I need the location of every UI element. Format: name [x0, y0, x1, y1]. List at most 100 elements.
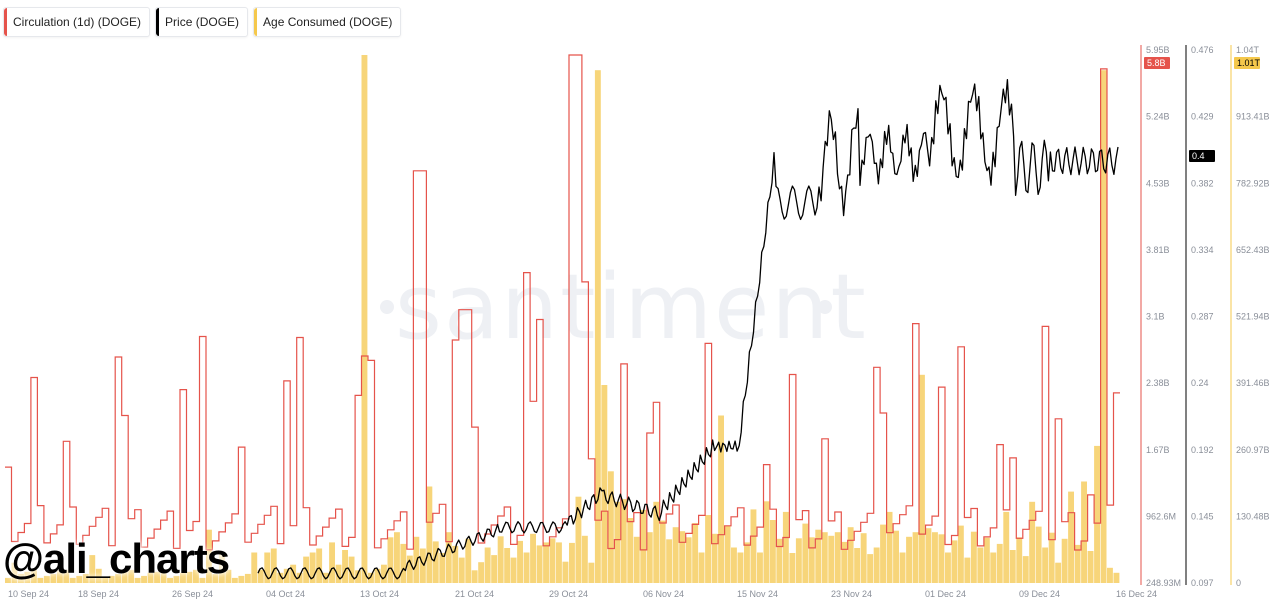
age-consumed-bar [141, 575, 147, 583]
age-consumed-bar [439, 553, 446, 583]
age-consumed-bar [718, 415, 724, 583]
age-consumed-bar [750, 509, 757, 583]
age-consumed-bars [5, 55, 1120, 583]
age-consumed-bar [445, 532, 452, 583]
legend-swatch-circulation [4, 8, 7, 36]
age-consumed-bar [899, 552, 906, 583]
age-consumed-bar [50, 573, 57, 583]
x-tick-label: 18 Sep 24 [78, 589, 119, 599]
age-consumed-bar [744, 542, 750, 583]
age-consumed-bar [834, 532, 841, 583]
watermark: santiment [395, 255, 868, 360]
age-consumed-bar [478, 562, 485, 583]
age-consumed-bar [348, 556, 355, 583]
age-consumed-bar [134, 577, 141, 583]
age-consumed-bar [653, 501, 660, 583]
age-consumed-bar [646, 532, 653, 583]
age-consumed-bar [277, 572, 284, 583]
age-consumed-bar [484, 547, 491, 583]
axis-badge-circulation: 5.8B [1144, 57, 1170, 69]
badge-text: 0.4 [1192, 151, 1205, 161]
price-line [257, 78, 1119, 580]
age-consumed-bar [264, 552, 271, 583]
age-consumed-bar [394, 532, 400, 583]
axis-tick-price: 0.429 [1191, 112, 1214, 122]
age-consumed-bar [82, 573, 89, 583]
age-consumed-bar [193, 569, 199, 583]
axis-tick-circulation: 5.95B [1146, 45, 1170, 55]
age-consumed-bar [530, 533, 536, 583]
age-consumed-bar [1009, 550, 1016, 583]
age-consumed-bar [983, 537, 990, 583]
age-consumed-bar [270, 548, 277, 583]
age-consumed-bar [244, 573, 251, 583]
badge-bg [1144, 57, 1170, 69]
age-consumed-bar [1081, 481, 1087, 583]
age-consumed-bar [633, 536, 640, 583]
age-consumed-bar [569, 542, 575, 583]
age-consumed-bar [497, 536, 504, 583]
axis-badge-price: 0.4 [1189, 150, 1215, 162]
age-consumed-bar [238, 575, 245, 583]
axis-tick-age-consumed: 652.43B [1236, 245, 1270, 255]
badge-text: 5.8B [1147, 58, 1166, 68]
age-consumed-bar [1094, 445, 1100, 583]
age-consumed-bar [594, 70, 601, 583]
legend-item-price[interactable]: Price (DOGE) [155, 7, 249, 37]
axis-tick-age-consumed: 260.97B [1236, 445, 1270, 455]
age-consumed-bar [692, 523, 699, 583]
axis-tick-price: 0.382 [1191, 178, 1214, 188]
age-consumed-bar [1074, 544, 1081, 583]
x-tick-label: 15 Nov 24 [737, 589, 778, 599]
age-consumed-bar [666, 539, 673, 583]
age-consumed-bar [964, 557, 971, 583]
age-consumed-bar [1061, 538, 1068, 583]
x-tick-label: 10 Sep 24 [8, 589, 49, 599]
age-consumed-bar [763, 501, 770, 583]
axis-tick-circulation: 2.38B [1146, 378, 1170, 388]
age-consumed-bar [698, 552, 705, 583]
age-consumed-bar [89, 555, 96, 583]
age-consumed-bar [1087, 551, 1094, 583]
axis-tick-price: 0.097 [1191, 578, 1214, 588]
age-consumed-bar [283, 568, 290, 583]
legend-item-circulation[interactable]: Circulation (1d) (DOGE) [3, 7, 151, 37]
age-consumed-bar [355, 570, 361, 583]
axis-tick-price: 0.145 [1191, 511, 1214, 521]
x-tick-label: 23 Nov 24 [831, 589, 872, 599]
axes: 5.95B 5.24B 4.53B 3.81B 3.1B 2.38B 1.67B 962.6M… [8, 45, 1270, 599]
badge-bg [1234, 57, 1260, 69]
age-consumed-bar [821, 532, 828, 583]
age-consumed-bar [413, 536, 420, 583]
age-consumed-bar [173, 575, 180, 583]
age-consumed-bar [757, 552, 763, 583]
age-consumed-bar [731, 547, 737, 583]
legend-label-age-consumed: Age Consumed (DOGE) [263, 15, 393, 29]
age-consumed-bar [957, 525, 964, 583]
age-consumed-bar [932, 532, 938, 583]
circulation-line [5, 54, 1120, 551]
x-tick-label: 26 Sep 24 [172, 589, 213, 599]
age-consumed-bar [24, 571, 31, 583]
age-consumed-bar [231, 577, 238, 583]
x-tick-label: 06 Nov 24 [643, 589, 684, 599]
age-consumed-bar [556, 542, 562, 583]
axis-tick-age-consumed: 521.94B [1236, 312, 1270, 322]
axis-tick-price: 0.192 [1191, 445, 1214, 455]
x-tick-label: 04 Oct 24 [266, 589, 305, 599]
legend-swatch-age-consumed [254, 8, 258, 36]
age-consumed-bar [640, 509, 647, 583]
legend-item-age-consumed[interactable]: Age Consumed (DOGE) [253, 7, 402, 37]
age-consumed-bar [309, 552, 316, 583]
axis-tick-circulation: 962.6M [1146, 511, 1176, 521]
age-consumed-bar [536, 545, 543, 583]
age-consumed-bar [154, 571, 160, 583]
age-consumed-bar [970, 531, 977, 583]
age-consumed-bar [316, 548, 323, 583]
age-consumed-bar [426, 486, 433, 583]
legend-label-circulation: Circulation (1d) (DOGE) [13, 15, 142, 29]
age-consumed-bar [672, 527, 679, 583]
age-consumed-bar [63, 569, 70, 583]
age-consumed-bar [504, 548, 511, 583]
age-consumed-bar [335, 564, 342, 583]
